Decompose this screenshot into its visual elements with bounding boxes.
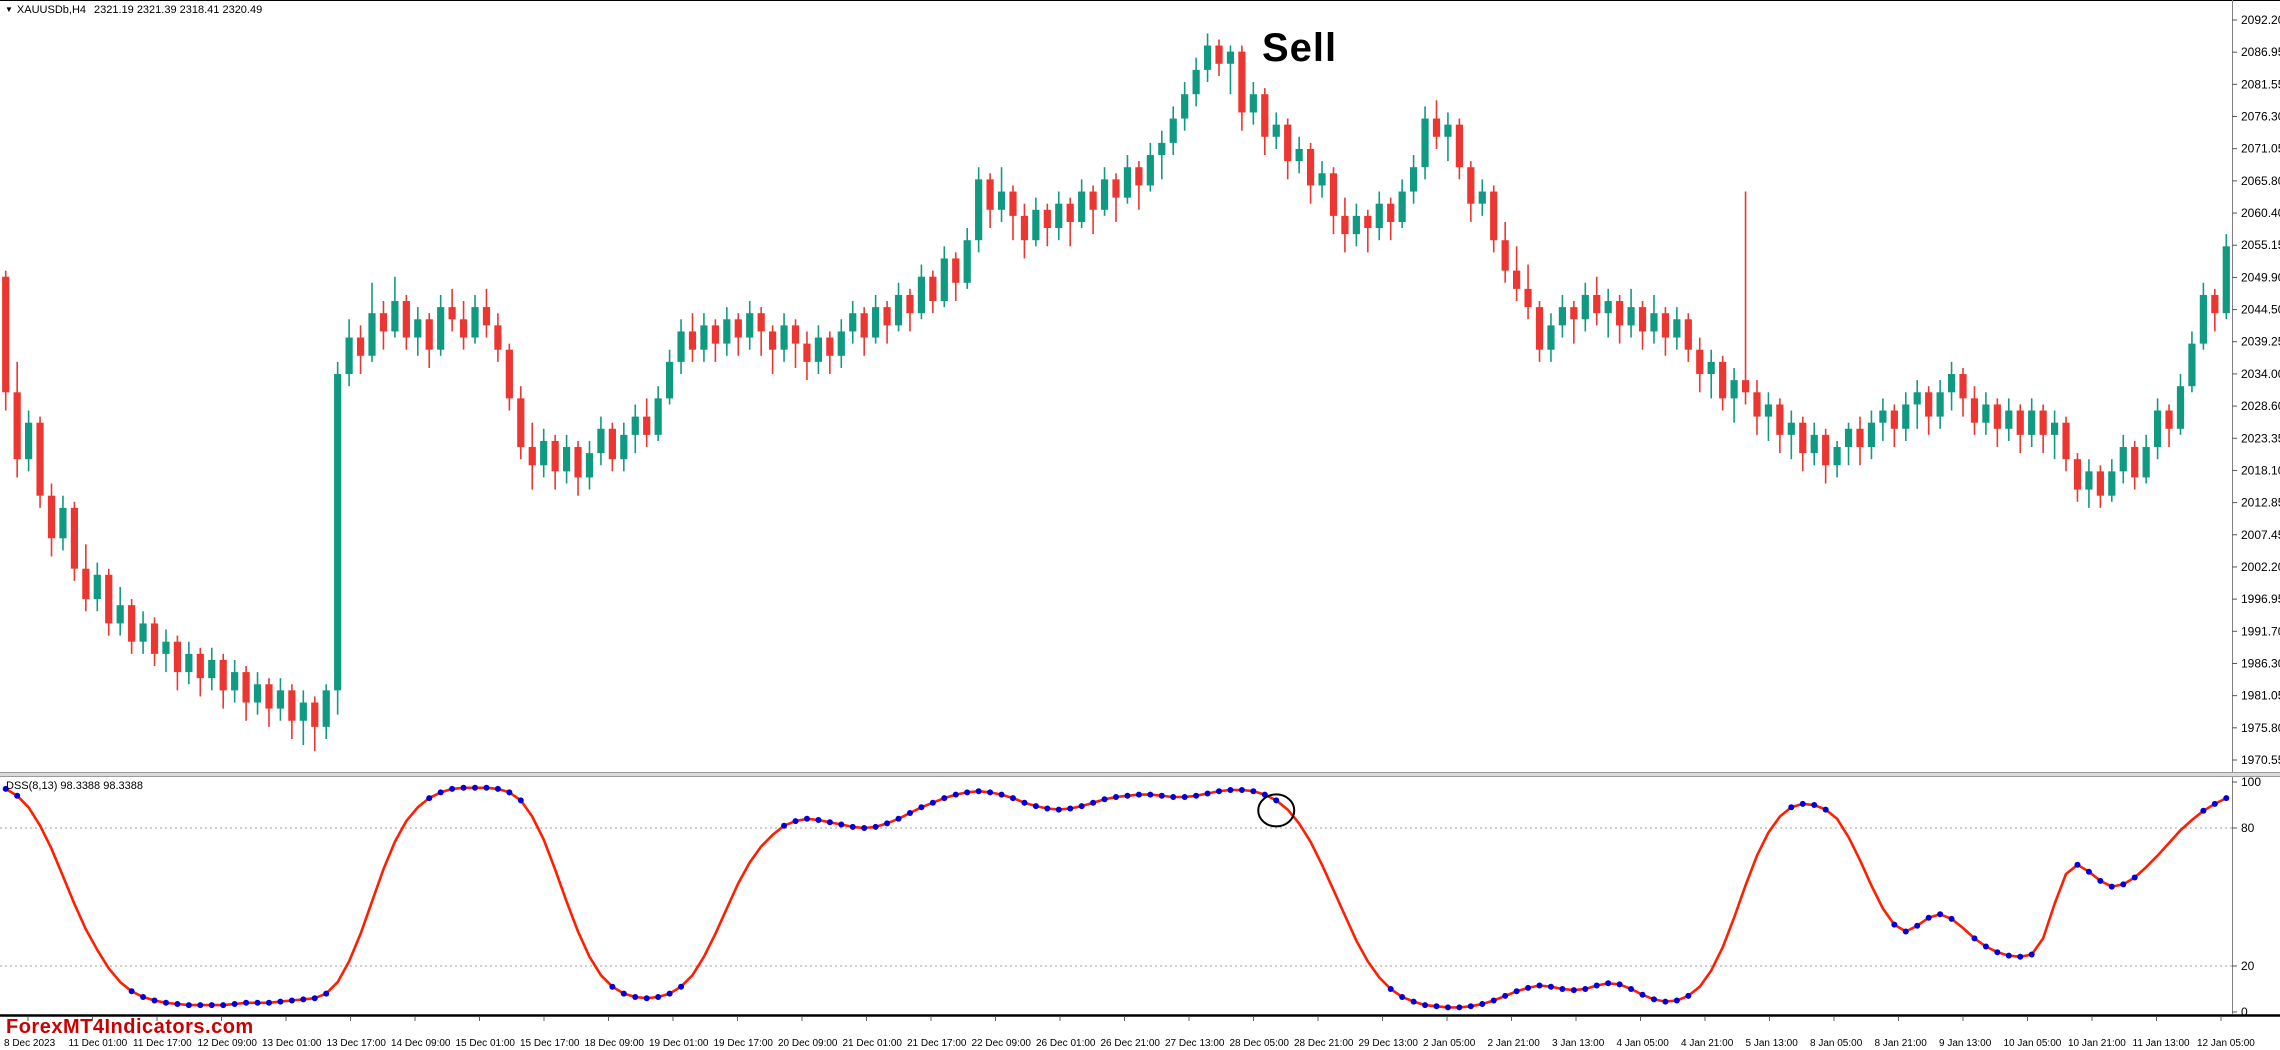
svg-text:19 Dec 17:00: 19 Dec 17:00 xyxy=(714,1038,774,1049)
svg-text:13 Dec 01:00: 13 Dec 01:00 xyxy=(262,1038,322,1049)
svg-text:2039.25: 2039.25 xyxy=(2241,335,2280,349)
svg-text:2092.20: 2092.20 xyxy=(2241,13,2280,27)
time-axis-labels: 8 Dec 2023 11 Dec 01:00 11 Dec 17:00 12 Dec… xyxy=(4,1017,2255,1049)
chart-borders xyxy=(0,0,2280,1017)
svg-text:2049.90: 2049.90 xyxy=(2241,270,2280,284)
svg-text:26 Dec 21:00: 26 Dec 21:00 xyxy=(1101,1038,1161,1049)
svg-text:8 Jan 05:00: 8 Jan 05:00 xyxy=(1810,1038,1863,1049)
dss-indicator-dots xyxy=(2,784,2230,1011)
svg-text:2034.00: 2034.00 xyxy=(2241,367,2280,381)
candlestick-series xyxy=(2,33,2230,752)
svg-text:11 Dec 17:00: 11 Dec 17:00 xyxy=(133,1038,192,1049)
svg-text:2002.20: 2002.20 xyxy=(2241,560,2280,574)
svg-text:2060.40: 2060.40 xyxy=(2241,206,2280,220)
svg-text:10 Jan 05:00: 10 Jan 05:00 xyxy=(2004,1038,2062,1049)
price-axis-labels: 2092.20 2086.95 2081.55 2076.30 2071.05 2065.… xyxy=(2232,13,2280,767)
svg-text:21 Dec 01:00: 21 Dec 01:00 xyxy=(843,1038,903,1049)
svg-text:4 Jan 21:00: 4 Jan 21:00 xyxy=(1681,1038,1734,1049)
sell-annotation: Sell xyxy=(1262,26,1338,70)
svg-text:2071.05: 2071.05 xyxy=(2241,142,2280,156)
watermark: ForexMT4Indicators.com xyxy=(6,1016,254,1038)
svg-text:2044.50: 2044.50 xyxy=(2241,303,2280,317)
svg-text:2081.55: 2081.55 xyxy=(2241,77,2280,91)
svg-text:2018.10: 2018.10 xyxy=(2241,463,2280,477)
svg-text:12 Jan 05:00: 12 Jan 05:00 xyxy=(2197,1038,2255,1049)
chart-title-symbol: XAUUSDb,H4 xyxy=(16,4,86,16)
svg-text:1986.30: 1986.30 xyxy=(2241,656,2280,670)
svg-text:2 Jan 21:00: 2 Jan 21:00 xyxy=(1488,1038,1541,1049)
svg-text:100: 100 xyxy=(2241,775,2261,789)
svg-text:28 Dec 05:00: 28 Dec 05:00 xyxy=(1230,1038,1290,1049)
svg-text:2028.60: 2028.60 xyxy=(2241,399,2280,413)
svg-text:12 Dec 09:00: 12 Dec 09:00 xyxy=(198,1038,258,1049)
chart-title-ohlc: 2321.19 2321.39 2318.41 2320.49 xyxy=(94,4,263,16)
time-axis[interactable] xyxy=(0,1014,2280,1050)
indicator-level-lines xyxy=(0,827,2232,967)
svg-text:11 Jan 13:00: 11 Jan 13:00 xyxy=(2133,1038,2191,1049)
chart-expand-icon[interactable]: ▼ xyxy=(5,5,13,14)
indicator-axis-labels: 100 80 20 0 xyxy=(2232,775,2261,1019)
indicator-label: DSS(8,13) 98.3388 98.3388 xyxy=(6,780,143,792)
svg-text:11 Dec 01:00: 11 Dec 01:00 xyxy=(69,1038,128,1049)
svg-text:22 Dec 09:00: 22 Dec 09:00 xyxy=(972,1038,1032,1049)
svg-text:2086.95: 2086.95 xyxy=(2241,45,2280,59)
svg-text:2007.45: 2007.45 xyxy=(2241,528,2280,542)
chart-title: ▼ XAUUSDb,H4 2321.19 2321.39 2318.41 2320.… xyxy=(5,4,262,16)
svg-text:26 Dec 01:00: 26 Dec 01:00 xyxy=(1036,1038,1096,1049)
svg-text:1996.95: 1996.95 xyxy=(2241,592,2280,606)
svg-text:2065.80: 2065.80 xyxy=(2241,174,2280,188)
svg-text:8 Jan 21:00: 8 Jan 21:00 xyxy=(1875,1038,1928,1049)
svg-text:2055.15: 2055.15 xyxy=(2241,238,2280,252)
svg-text:2 Jan 05:00: 2 Jan 05:00 xyxy=(1423,1038,1476,1049)
svg-text:27 Dec 13:00: 27 Dec 13:00 xyxy=(1165,1038,1225,1049)
svg-text:1991.70: 1991.70 xyxy=(2241,624,2280,638)
svg-text:28 Dec 21:00: 28 Dec 21:00 xyxy=(1294,1038,1354,1049)
svg-text:20: 20 xyxy=(2241,959,2255,973)
signal-circle-annotation xyxy=(1257,793,1296,828)
svg-text:1975.80: 1975.80 xyxy=(2241,721,2280,735)
svg-text:29 Dec 13:00: 29 Dec 13:00 xyxy=(1359,1038,1419,1049)
svg-text:18 Dec 09:00: 18 Dec 09:00 xyxy=(585,1038,645,1049)
svg-text:5 Jan 13:00: 5 Jan 13:00 xyxy=(1746,1038,1799,1049)
svg-text:0: 0 xyxy=(2241,1005,2248,1019)
svg-text:80: 80 xyxy=(2241,821,2255,835)
svg-text:2023.35: 2023.35 xyxy=(2241,431,2280,445)
svg-text:4 Jan 05:00: 4 Jan 05:00 xyxy=(1617,1038,1670,1049)
svg-text:1970.55: 1970.55 xyxy=(2241,753,2280,767)
svg-text:21 Dec 17:00: 21 Dec 17:00 xyxy=(907,1038,967,1049)
svg-text:19 Dec 01:00: 19 Dec 01:00 xyxy=(649,1038,709,1049)
svg-text:2076.30: 2076.30 xyxy=(2241,110,2280,124)
svg-text:2012.85: 2012.85 xyxy=(2241,496,2280,510)
svg-text:3 Jan 13:00: 3 Jan 13:00 xyxy=(1552,1038,1605,1049)
indicator-price-axis[interactable] xyxy=(2232,776,2280,1014)
svg-text:13 Dec 17:00: 13 Dec 17:00 xyxy=(327,1038,387,1049)
panel-divider[interactable] xyxy=(0,770,2280,778)
svg-text:1981.05: 1981.05 xyxy=(2241,689,2280,703)
svg-text:15 Dec 17:00: 15 Dec 17:00 xyxy=(520,1038,580,1049)
svg-text:14 Dec 09:00: 14 Dec 09:00 xyxy=(391,1038,451,1049)
svg-text:9 Jan 13:00: 9 Jan 13:00 xyxy=(1939,1038,1992,1049)
svg-text:15 Dec 01:00: 15 Dec 01:00 xyxy=(456,1038,516,1049)
svg-text:20 Dec 09:00: 20 Dec 09:00 xyxy=(778,1038,838,1049)
price-axis[interactable] xyxy=(2232,0,2280,772)
svg-text:10 Jan 21:00: 10 Jan 21:00 xyxy=(2068,1038,2126,1049)
svg-text:8 Dec 2023: 8 Dec 2023 xyxy=(4,1038,56,1049)
